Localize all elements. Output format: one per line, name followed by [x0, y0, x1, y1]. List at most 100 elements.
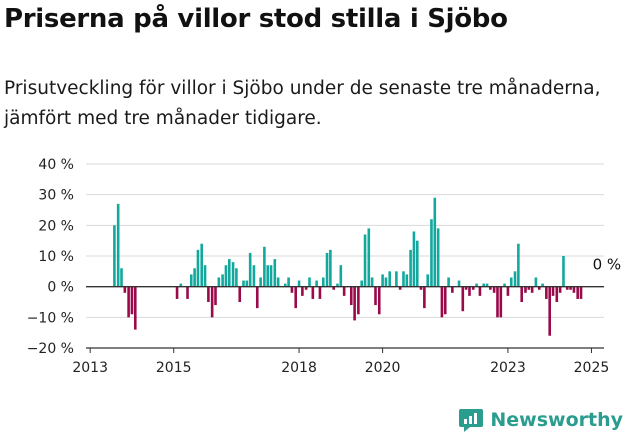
bar [405, 274, 409, 287]
bar [499, 286, 503, 318]
bar [357, 286, 360, 315]
bar [412, 231, 416, 287]
bar [336, 283, 339, 287]
bar [496, 286, 499, 318]
bar [221, 274, 224, 287]
bar [461, 286, 465, 312]
x-tick-label: 2020 [365, 360, 401, 376]
bar [579, 286, 583, 299]
bar [569, 286, 572, 290]
bar [468, 286, 471, 296]
bar [381, 274, 384, 287]
x-axis-ticks: 2013 2015 2018 2020 2023 2025 [72, 348, 609, 376]
y-tick-label: −20 % [27, 341, 74, 357]
bar [419, 286, 423, 290]
bar [175, 286, 179, 299]
bar [572, 286, 576, 293]
bar [478, 286, 482, 296]
bar [127, 286, 130, 318]
bar [318, 286, 322, 299]
x-tick-label: 2025 [574, 360, 610, 376]
bar [541, 283, 544, 287]
bar [370, 277, 374, 287]
bar [120, 268, 123, 287]
brand-name: Newsworthy [490, 409, 623, 431]
bar [349, 286, 353, 306]
newsworthy-logo-icon [459, 409, 484, 432]
bar [363, 234, 367, 287]
bar [503, 283, 506, 287]
bar [482, 283, 485, 287]
bar [301, 286, 304, 296]
bar [255, 286, 259, 309]
bar [464, 286, 468, 290]
bar [534, 277, 538, 287]
bar [116, 203, 120, 287]
bar [443, 286, 447, 315]
bars [113, 197, 583, 336]
bar [395, 271, 398, 287]
bar [179, 283, 183, 287]
bar [517, 243, 520, 287]
bar [520, 286, 523, 302]
x-tick-label: 2013 [72, 360, 108, 376]
bar [231, 262, 235, 287]
y-tick-label: 10 % [38, 249, 74, 265]
gridlines [86, 163, 604, 349]
bar [186, 286, 189, 299]
bar [308, 277, 311, 287]
x-axis [86, 286, 604, 349]
bar [558, 286, 562, 293]
bar [273, 259, 277, 287]
bar [506, 286, 510, 296]
bar [297, 280, 301, 287]
chart-subtitle: Prisutveckling för villor i Sjöbo under … [4, 78, 601, 129]
bar [235, 268, 238, 287]
current-value-label: 0 % [593, 256, 622, 274]
bar [471, 286, 475, 290]
bar [269, 265, 273, 287]
bar [430, 219, 433, 287]
bar [409, 249, 412, 287]
bar [203, 265, 207, 287]
bar [423, 286, 426, 309]
bar [193, 268, 196, 287]
bar [224, 265, 228, 287]
bar [227, 259, 231, 287]
bar [509, 277, 513, 287]
bar [440, 286, 444, 318]
bar [283, 283, 287, 287]
bar [130, 286, 134, 315]
bar [576, 286, 579, 299]
bar [485, 283, 489, 287]
y-axis-ticks: −20 % −10 % 0 % 10 % 20 % 30 % 40 % [27, 157, 74, 357]
bar [311, 286, 315, 299]
bar [367, 228, 371, 287]
bar [315, 280, 318, 287]
bar [426, 274, 430, 287]
bar [210, 286, 214, 318]
bar [527, 286, 531, 290]
bar [196, 249, 200, 287]
bar [266, 265, 270, 287]
bar [374, 286, 377, 306]
bar [562, 256, 565, 287]
bar [492, 286, 496, 293]
bar [133, 286, 137, 330]
bar [475, 283, 478, 287]
bar [384, 277, 388, 287]
bar [259, 277, 262, 287]
bar [530, 286, 534, 293]
bar [207, 286, 210, 302]
bar [263, 246, 266, 287]
bar [388, 271, 391, 287]
bar [217, 277, 221, 287]
bar [398, 286, 402, 290]
bar [252, 265, 256, 287]
bar [402, 271, 405, 287]
x-tick-label: 2015 [156, 360, 192, 376]
bar [513, 271, 517, 287]
y-tick-label: 40 % [38, 157, 74, 173]
bar [551, 286, 555, 296]
